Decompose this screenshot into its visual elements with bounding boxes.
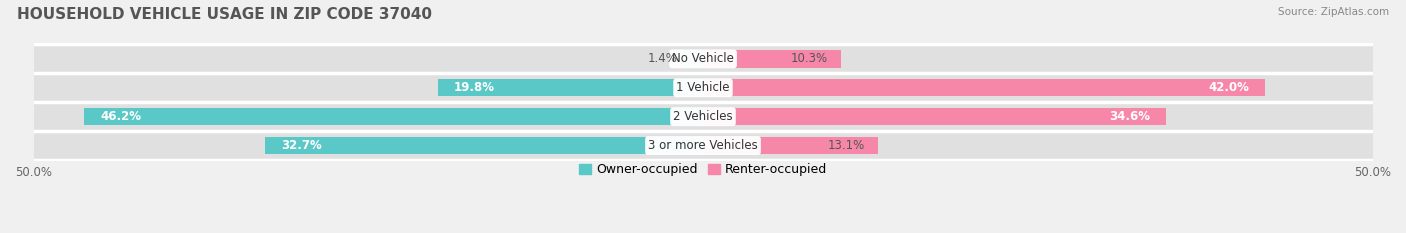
Bar — [703, 74, 1372, 102]
Legend: Owner-occupied, Renter-occupied: Owner-occupied, Renter-occupied — [574, 158, 832, 181]
Bar — [34, 45, 703, 73]
Text: Source: ZipAtlas.com: Source: ZipAtlas.com — [1278, 7, 1389, 17]
Text: 46.2%: 46.2% — [100, 110, 142, 123]
Text: 13.1%: 13.1% — [828, 139, 865, 152]
Bar — [703, 137, 879, 154]
Bar — [34, 103, 703, 131]
Bar — [84, 108, 703, 125]
Text: 19.8%: 19.8% — [454, 81, 495, 94]
Bar — [437, 79, 703, 96]
Bar — [703, 50, 841, 68]
Text: 42.0%: 42.0% — [1208, 81, 1250, 94]
Bar — [703, 45, 1372, 73]
Bar — [34, 131, 703, 160]
Bar — [703, 108, 1167, 125]
Bar — [685, 50, 703, 68]
Bar — [703, 103, 1372, 131]
Bar — [703, 79, 1265, 96]
Text: 1 Vehicle: 1 Vehicle — [676, 81, 730, 94]
Bar — [703, 131, 1372, 160]
Text: No Vehicle: No Vehicle — [672, 52, 734, 65]
Bar — [34, 74, 703, 102]
Text: 3 or more Vehicles: 3 or more Vehicles — [648, 139, 758, 152]
Text: 1.4%: 1.4% — [648, 52, 678, 65]
Text: 32.7%: 32.7% — [281, 139, 322, 152]
Bar — [266, 137, 703, 154]
Text: 34.6%: 34.6% — [1109, 110, 1150, 123]
Text: 2 Vehicles: 2 Vehicles — [673, 110, 733, 123]
Text: HOUSEHOLD VEHICLE USAGE IN ZIP CODE 37040: HOUSEHOLD VEHICLE USAGE IN ZIP CODE 3704… — [17, 7, 432, 22]
Text: 10.3%: 10.3% — [790, 52, 828, 65]
